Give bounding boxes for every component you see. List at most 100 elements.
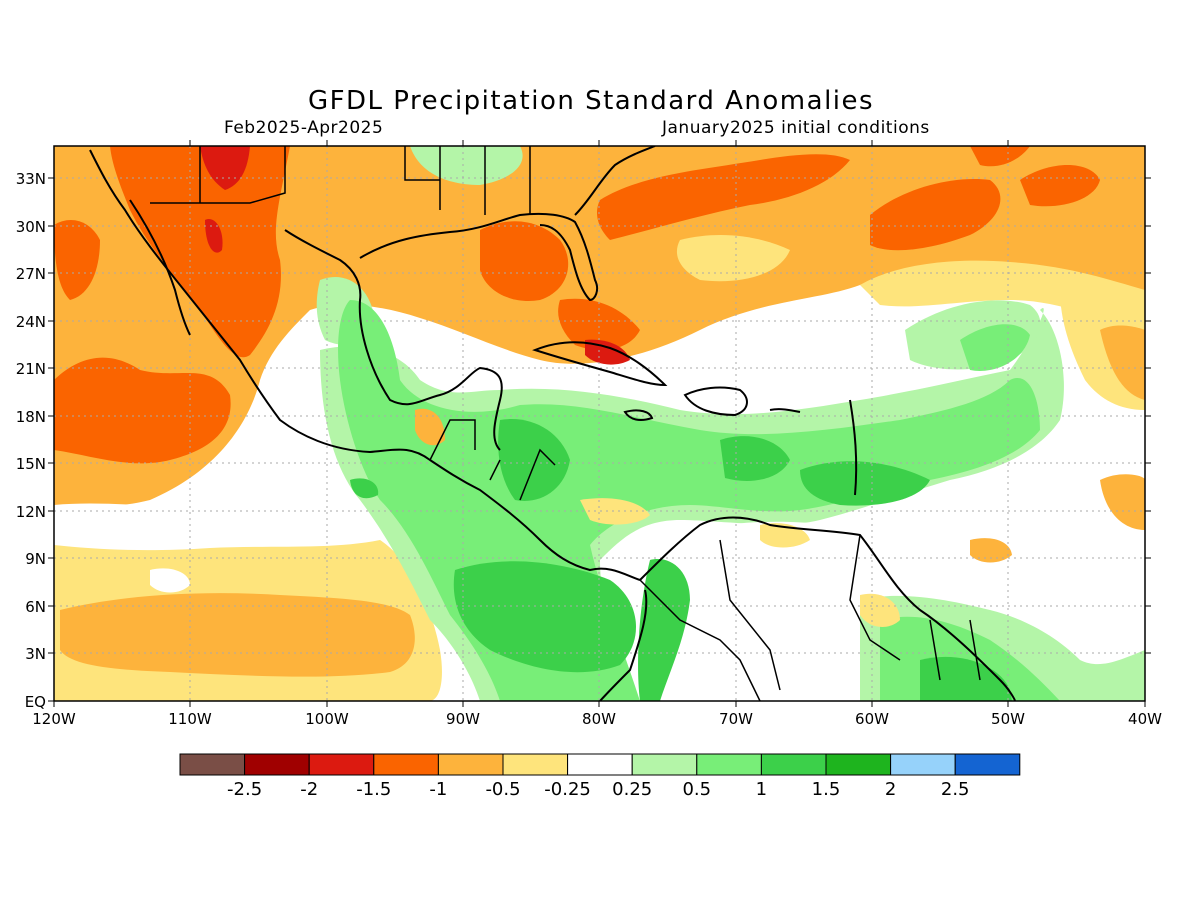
anomaly-orange-atlantic-3 [1020,165,1100,207]
anomaly-green-colombia [638,559,690,701]
lat-tick-label: 33N [16,170,46,188]
colorbar-label: -2.5 [227,779,262,800]
anomaly-yellow-guyana [860,593,900,627]
lat-tick-label: 9N [25,550,46,568]
anomaly-orange-pacific [54,357,231,464]
colorbar-swatch [373,753,439,776]
colorbar-label: -0.5 [485,779,520,800]
anomaly-red-sonora [205,219,223,253]
jamaica-coast [623,409,654,421]
lon-tick-label: 60W [855,710,889,728]
anomaly-green-guatemala [350,478,379,499]
colorbar-swatch [760,753,827,776]
colorbar-swatch [502,753,569,776]
anomaly-yellow-caribbean-sea [580,498,650,525]
anomaly-neutral-spot [150,568,190,593]
colorbar-swatch [696,753,762,776]
anomaly-neutral-itcz [54,499,395,551]
lat-tick-label: 18N [16,408,46,426]
baja-coast [129,199,191,336]
lat-tick-label: 3N [25,645,46,663]
colorbar-swatch [179,753,246,776]
lon-tick-label: 50W [991,710,1025,728]
colorbar: -2.5 -2 -1.5 -1 -0.5 -0.25 0.25 0.5 1 1.5 2 2.5 [179,753,1021,800]
colorbar-swatch [890,753,956,776]
colorbar-label: 2.5 [941,779,970,800]
south-america-pacific-coast [599,589,648,701]
colorbar-label: -2 [300,779,318,800]
lat-tick-label: 21N [16,360,46,378]
colorbar-swatch [437,753,504,776]
colorbar-swatch [567,753,633,776]
initial-conditions: January2025 initial conditions [662,118,930,138]
anomaly-green-caribbean-1 [498,419,570,501]
us-mexico-border [150,146,286,204]
anomaly-orange-mexico [110,146,290,358]
anomaly-orange-florida [480,221,569,301]
lon-tick-label: 40W [1128,710,1162,728]
us-gulf-coast [359,212,599,302]
lat-tick-label: 27N [16,265,46,283]
forecast-period: Feb2025-Apr2025 [224,118,384,138]
us-state-borders [404,146,531,215]
anomaly-orange-atlantic-2 [870,179,1001,251]
anomaly-green-caribbean-2 [720,436,790,481]
lat-tick-label: 6N [25,598,46,616]
lon-tick-label: 120W [32,710,76,728]
anomaly-green-panama-pacific [453,561,637,673]
lat-tick-label: 15N [16,455,46,473]
anomaly-red-cuba [585,339,630,365]
lat-tick-label: 30N [16,218,46,236]
colorbar-label: 1 [756,779,767,800]
anomaly-yellow-patch [676,235,790,282]
anomaly-orange-atlantic-5 [970,538,1012,563]
anomaly-orange-pacific-west [54,220,100,300]
us-atlantic-coast [574,146,656,216]
anomaly-lightgreen-atlantic [960,324,1030,371]
map-title: GFDL Precipitation Standard Anomalies [307,86,875,116]
cuba-coast [532,341,668,387]
gulf-mexico-coast [284,229,503,451]
latitude-axis: 33N 30N 27N 24N 21N 18N 15N 12N 9N 6N 3N… [16,170,1151,711]
colorbar-swatch [631,753,698,776]
lon-tick-label: 100W [305,710,349,728]
colorbar-label: -0.25 [544,779,591,800]
anomaly-orange-atlantic-4 [970,146,1030,167]
anomaly-orange-south-pacific [60,593,415,677]
anomaly-orange-atlantic-1 [597,154,850,240]
lon-tick-label: 70W [719,710,753,728]
colorbar-swatch [308,753,375,776]
anomaly-neutral-venezuela [692,521,854,701]
colorbar-swatch [954,753,1021,776]
pacific-coast [89,149,641,581]
lesser-antilles [849,399,858,496]
anomaly-orange-atlantic-6 [1100,474,1145,530]
anomaly-palegreen-southeast-us [410,146,523,185]
colorbar-label: 2 [885,779,896,800]
colorbar-swatch [825,753,892,776]
longitude-axis: 120W 110W 100W 90W 80W 70W 60W 50W 40W [32,140,1162,728]
lon-tick-label: 90W [446,710,480,728]
anomaly-yellow-atlantic [860,260,1145,330]
puerto-rico-coast [769,408,801,413]
colorbar-swatch [244,753,310,776]
colorbar-label: 0.25 [612,779,652,800]
gridlines [54,146,1145,701]
lon-tick-label: 80W [582,710,616,728]
lon-tick-label: 110W [168,710,212,728]
lat-tick-label: EQ [25,693,46,711]
anomaly-green-caribbean-3 [800,461,930,506]
colorbar-label: -1.5 [356,779,391,800]
south-america-borders [639,534,981,701]
anomaly-orange-cuba [558,298,640,350]
anomaly-orange-atlantic-east [1100,325,1145,400]
lat-tick-label: 12N [16,503,46,521]
colorbar-label: 0.5 [682,779,711,800]
borders [150,146,981,701]
lat-tick-label: 24N [16,313,46,331]
colorbar-label: -1 [429,779,447,800]
anomaly-red-arizona [200,146,250,190]
hispaniola-coast [683,386,748,417]
central-america-borders [429,419,556,501]
